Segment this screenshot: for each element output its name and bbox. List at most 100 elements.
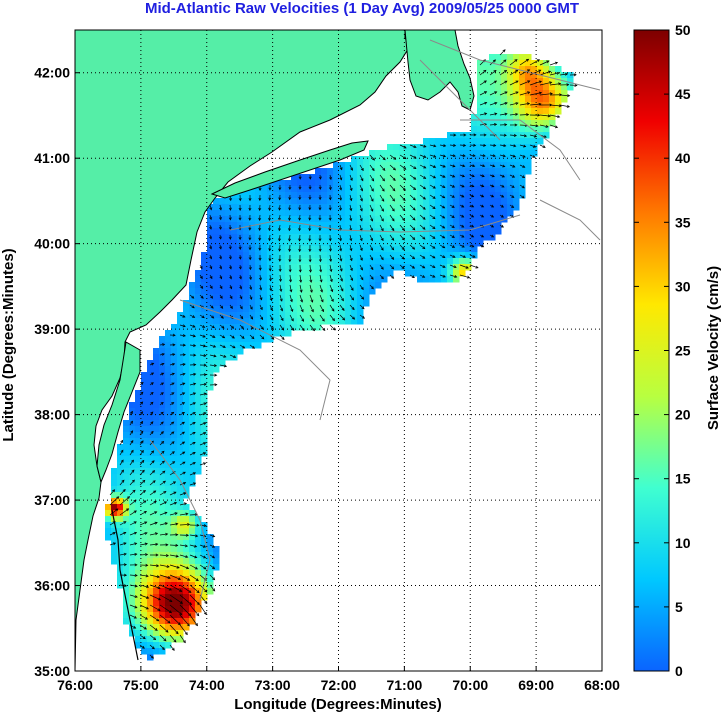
velocity-cell xyxy=(195,516,202,523)
velocity-cell xyxy=(255,318,262,325)
velocity-arrow-head xyxy=(471,204,475,208)
velocity-cell xyxy=(537,66,544,73)
velocity-arrow xyxy=(449,164,456,167)
velocity-arrow-head xyxy=(361,296,365,300)
velocity-arrow xyxy=(289,324,295,331)
velocity-cell xyxy=(219,324,226,331)
velocity-cell xyxy=(285,192,292,199)
velocity-cell xyxy=(219,330,226,337)
velocity-arrow-head xyxy=(143,500,147,504)
velocity-arrow xyxy=(369,154,375,161)
velocity-arrow xyxy=(369,214,373,222)
velocity-arrow xyxy=(169,512,178,516)
velocity-cell xyxy=(105,516,112,523)
velocity-cell xyxy=(189,600,196,607)
velocity-cell xyxy=(549,66,556,73)
velocity-cell xyxy=(249,264,256,271)
velocity-arrow-head xyxy=(123,584,128,588)
velocity-arrow xyxy=(459,174,465,177)
velocity-cell xyxy=(189,582,196,589)
velocity-cell xyxy=(291,264,298,271)
velocity-arrow xyxy=(419,184,426,190)
velocity-cell xyxy=(195,414,202,421)
velocity-arrow xyxy=(199,534,206,537)
velocity-cell xyxy=(369,270,376,277)
velocity-arrow xyxy=(219,334,225,339)
velocity-arrow-head xyxy=(134,542,138,546)
velocity-cell xyxy=(135,492,142,499)
velocity-cell xyxy=(501,192,508,199)
velocity-cell xyxy=(507,210,514,217)
velocity-cell xyxy=(339,288,346,295)
velocity-cell xyxy=(201,384,208,391)
velocity-cell xyxy=(123,546,130,553)
velocity-cell xyxy=(543,126,550,133)
velocity-cell xyxy=(141,546,148,553)
velocity-arrow-head xyxy=(120,439,124,443)
velocity-cell xyxy=(147,594,154,601)
velocity-arrow xyxy=(139,614,148,620)
velocity-cell xyxy=(405,240,412,247)
velocity-arrow-head xyxy=(172,481,177,485)
velocity-cell xyxy=(321,240,328,247)
velocity-cell xyxy=(171,366,178,373)
velocity-cell xyxy=(357,270,364,277)
velocity-cell xyxy=(327,168,334,175)
velocity-cell xyxy=(243,282,250,289)
velocity-arrow xyxy=(459,244,465,248)
velocity-cell xyxy=(363,180,370,187)
velocity-cell xyxy=(153,402,160,409)
velocity-arrow-head xyxy=(380,266,384,270)
velocity-cell xyxy=(255,306,262,313)
velocity-arrow xyxy=(479,174,485,177)
velocity-cell xyxy=(555,96,562,103)
velocity-arrow-head xyxy=(171,372,175,376)
velocity-cell xyxy=(321,180,328,187)
velocity-cell xyxy=(231,234,238,241)
velocity-cell xyxy=(423,276,430,283)
velocity-cell xyxy=(537,138,544,145)
velocity-cell xyxy=(501,144,508,151)
velocity-cell xyxy=(117,492,124,499)
velocity-cell xyxy=(465,246,472,253)
velocity-cell xyxy=(201,264,208,271)
velocity-arrow xyxy=(269,214,271,221)
velocity-cell xyxy=(333,234,340,241)
velocity-cell xyxy=(507,204,514,211)
velocity-arrow-head xyxy=(412,217,416,221)
velocity-cell xyxy=(477,174,484,181)
velocity-cell xyxy=(291,300,298,307)
velocity-cell xyxy=(519,96,526,103)
velocity-cell xyxy=(507,96,514,103)
velocity-arrow-head xyxy=(241,335,245,339)
velocity-cell xyxy=(405,222,412,229)
velocity-cell xyxy=(177,558,184,565)
velocity-cell xyxy=(315,204,322,211)
velocity-cell xyxy=(471,150,478,157)
velocity-cell xyxy=(285,318,292,325)
velocity-cell xyxy=(153,426,160,433)
velocity-cell xyxy=(291,318,298,325)
velocity-cell xyxy=(153,510,160,517)
velocity-arrow-head xyxy=(219,295,223,299)
velocity-arrow-head xyxy=(248,266,252,271)
velocity-cell xyxy=(159,462,166,469)
velocity-cell xyxy=(165,342,172,349)
velocity-arrow-head xyxy=(157,586,161,590)
velocity-arrow-head xyxy=(157,597,162,601)
map-plot[interactable] xyxy=(75,30,602,671)
velocity-arrow xyxy=(419,154,426,158)
velocity-arrow xyxy=(199,334,206,338)
velocity-arrow-head xyxy=(491,174,495,178)
velocity-cell xyxy=(303,318,310,325)
velocity-arrow-head xyxy=(268,278,272,282)
velocity-cell xyxy=(495,126,502,133)
velocity-arrow-head xyxy=(512,154,516,158)
velocity-cell xyxy=(153,384,160,391)
velocity-cell xyxy=(375,252,382,259)
velocity-arrow-head xyxy=(432,175,437,179)
velocity-cell xyxy=(507,174,514,181)
velocity-arrow-head xyxy=(483,133,487,137)
velocity-cell xyxy=(543,60,550,67)
velocity-cell xyxy=(387,240,394,247)
